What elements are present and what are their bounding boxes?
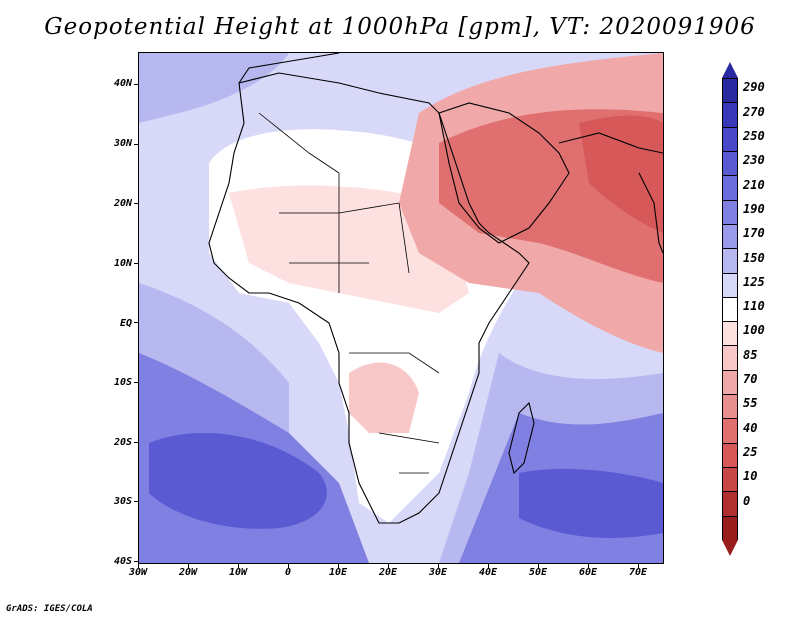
lon-label: 60E xyxy=(578,567,598,578)
lon-tick xyxy=(538,564,539,568)
credit-text: GrADS: IGES/COLA xyxy=(6,604,93,614)
colorbar-label: 170 xyxy=(743,226,765,241)
colorbar-segment xyxy=(723,249,737,274)
colorbar-segment xyxy=(723,395,737,420)
lon-tick xyxy=(388,564,389,568)
lon-tick xyxy=(588,564,589,568)
field-indian-ocean-deep xyxy=(519,468,663,538)
colorbar-label: 290 xyxy=(743,80,765,95)
colorbar-label: 55 xyxy=(743,396,758,411)
lon-tick xyxy=(338,564,339,568)
arabia-coastline xyxy=(438,102,570,244)
colorbar-segment xyxy=(723,151,737,177)
lat-tick xyxy=(134,441,138,443)
colorbar-segment xyxy=(723,224,737,250)
lon-label: 20W xyxy=(178,567,198,578)
lon-tick xyxy=(638,564,639,568)
map-title: Geopotential Height at 1000hPa [gpm], VT… xyxy=(44,14,756,40)
lon-label: 70E xyxy=(628,567,648,578)
lon-label: 20E xyxy=(378,567,398,578)
colorbar-segment xyxy=(723,79,737,104)
colorbar-segment xyxy=(723,419,737,444)
colorbar-label: 70 xyxy=(743,372,758,387)
europe-coastline xyxy=(238,53,340,84)
lat-label: 20N xyxy=(113,198,132,209)
field-angola-pink xyxy=(349,362,419,433)
lat-label: EQ xyxy=(119,318,132,329)
lat-label: 30S xyxy=(113,496,132,507)
colorbar-segment xyxy=(723,103,737,128)
contour-map xyxy=(139,53,663,563)
lat-label: 10S xyxy=(113,377,132,388)
lat-tick xyxy=(134,501,138,503)
colorbar-top-arrow xyxy=(722,62,738,78)
colorbar-label: 110 xyxy=(743,299,765,314)
lon-tick xyxy=(288,564,289,568)
colorbar-segment xyxy=(723,370,737,396)
country-borders xyxy=(258,112,440,474)
africa-coastline xyxy=(208,72,530,524)
lat-label: 40N xyxy=(113,78,132,89)
lat-label: 30N xyxy=(113,138,132,149)
lat-label: 40S xyxy=(113,556,132,567)
colorbar-label: 10 xyxy=(743,469,758,484)
colorbar-label: 270 xyxy=(743,104,765,119)
colorbar-label: 25 xyxy=(743,445,758,460)
colorbar-label: 190 xyxy=(743,201,765,216)
lon-label: 30E xyxy=(428,567,448,578)
lon-tick xyxy=(138,564,139,568)
lat-tick xyxy=(134,143,138,145)
colorbar-segment xyxy=(723,200,737,225)
field-arabia-deep-red xyxy=(579,115,663,233)
lat-label: 10N xyxy=(113,258,132,269)
map-plot-area xyxy=(138,52,664,564)
coastlines xyxy=(208,53,663,524)
colorbar-segment xyxy=(723,516,737,541)
lat-tick xyxy=(134,262,138,264)
colorbar-label: 230 xyxy=(743,153,765,168)
lat-tick xyxy=(134,203,138,205)
lat-tick xyxy=(134,84,138,85)
lon-label: 10E xyxy=(328,567,348,578)
lat-tick xyxy=(134,560,138,562)
colorbar-label: 85 xyxy=(743,347,758,362)
lon-label: 40E xyxy=(478,567,498,578)
colorbar-segment xyxy=(723,346,737,371)
colorbar-label: 40 xyxy=(743,420,758,435)
india-coastline xyxy=(638,172,663,254)
lat-tick xyxy=(134,322,138,324)
madagascar-coastline xyxy=(508,401,535,475)
colorbar-label: 125 xyxy=(743,274,765,289)
colorbar-bottom-arrow xyxy=(722,540,738,556)
lon-label: 30W xyxy=(128,567,148,578)
colorbar-segment xyxy=(723,127,737,152)
colorbar-segment xyxy=(723,176,737,201)
colorbar-segment xyxy=(723,273,737,298)
lon-label: 0 xyxy=(284,567,292,578)
lon-label: 50E xyxy=(528,567,548,578)
field-north-atlantic-light xyxy=(139,53,289,123)
iran-coastline xyxy=(558,132,663,154)
lon-tick xyxy=(238,564,239,568)
colorbar-label: 250 xyxy=(743,128,765,143)
colorbar-segment xyxy=(723,443,737,468)
lon-tick xyxy=(488,564,489,568)
field-south-atlantic-deep xyxy=(149,433,327,529)
colorbar-segment xyxy=(723,492,737,517)
lon-label: 10W xyxy=(228,567,248,578)
lon-tick xyxy=(438,564,439,568)
colorbar-scale xyxy=(722,78,738,541)
colorbar-label: 150 xyxy=(743,250,765,265)
colorbar-segment xyxy=(723,297,737,323)
colorbar-label: 210 xyxy=(743,177,765,192)
colorbar-label: 0 xyxy=(743,493,751,508)
colorbar-label: 100 xyxy=(743,323,765,338)
lat-tick xyxy=(134,382,138,383)
colorbar-segment xyxy=(723,322,737,347)
lat-label: 20S xyxy=(113,437,132,448)
colorbar-segment xyxy=(723,468,737,493)
lon-tick xyxy=(188,564,189,568)
